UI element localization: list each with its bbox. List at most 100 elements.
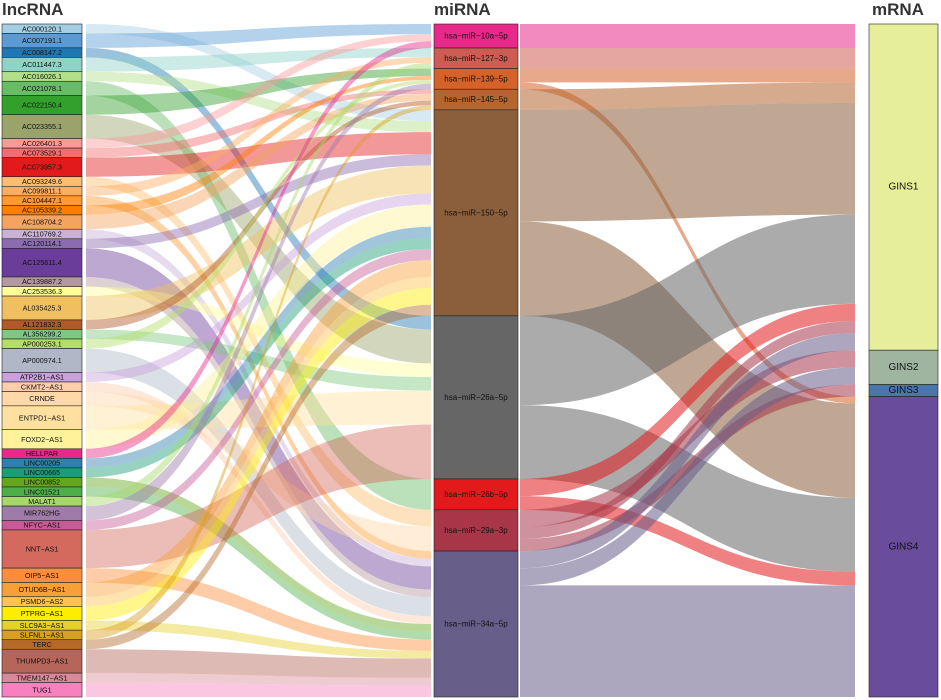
link-ac093249-6-to-hsa-mir-29a-3p	[86, 176, 431, 527]
link-nnt-as1-to-hsa-mir-26a-5p	[86, 424, 431, 569]
mirna-node-bar	[433, 550, 519, 698]
lncrna-node-label: AC011447.3	[22, 60, 61, 69]
lncrna-node-al035425-3: AL035425.3	[1, 295, 83, 321]
lncrna-node-ac007191-1: AC007191.1	[1, 33, 83, 49]
mirna-header: miRNA	[434, 0, 491, 19]
lncrna-node-ac120114-1: AC120114.1	[1, 238, 83, 249]
lncrna-node-ac108704-2: AC108704.2	[1, 214, 83, 230]
lncrna-node-ac073957-3: AC073957.3	[1, 157, 83, 178]
lncrna-node-ac022150-4: AC022150.4	[1, 95, 83, 115]
lncrna-node-label: NFYC−AS1	[23, 521, 60, 530]
mirna-node-bar	[433, 509, 519, 552]
lncrna-node-label: AL035425.3	[23, 303, 62, 312]
mirna-node-label: hsa−miR−139−5p	[444, 74, 508, 83]
lncrna-node-label: AL121832.3	[23, 320, 62, 329]
link-ac120114-1-to-hsa-mir-150-5p	[86, 154, 431, 249]
link-thumpd3-as1-to-hsa-mir-34a-5p	[86, 649, 431, 678]
lncrna-node-mir762hg: MIR762HG	[1, 505, 83, 521]
mrna-node-label: GINS3	[888, 385, 918, 396]
link-linc00205-to-hsa-mir-150-5p	[86, 226, 431, 468]
link-hellpar-to-hsa-mir-10a-5p	[86, 41, 431, 459]
link-hsa-mir-34a-5p-to-gins4	[520, 585, 855, 697]
lncrna-node-label: PSMD6−AS2	[21, 597, 64, 606]
lncrna-node-label: AC120114.1	[22, 239, 61, 248]
link-hsa-mir-139-5p-to-gins4	[520, 82, 855, 404]
link-psmd6-as2-to-hsa-mir-150-5p	[86, 276, 431, 607]
lncrna-node-oip5-as1: OIP5−AS1	[1, 567, 83, 583]
link-ac253536-3-to-hsa-mir-26a-5p	[86, 286, 431, 378]
lncrna-node-label: AC073957.3	[22, 163, 62, 172]
link-hsa-mir-150-5p-to-gins1	[520, 102, 855, 222]
mirna-node-label: hsa−miR−10a−5p	[444, 32, 508, 41]
mirna-node-hsa-mir-26a-5p: hsa−miR−26a−5p	[433, 315, 519, 480]
link-hsa-mir-127-3p-to-gins1	[520, 48, 855, 69]
link-ac104447-1-to-hsa-mir-34a-5p	[86, 195, 431, 559]
lncrna-node-label: AC099811.1	[22, 187, 61, 196]
lncrna-node-label: MIR762HG	[24, 509, 60, 518]
link-nfyc-as1-to-hsa-mir-150-5p	[86, 249, 431, 530]
lncrna-node-label: AC016026.1	[22, 72, 62, 81]
mirna-node-label: hsa−miR−26b−5p	[444, 490, 508, 499]
link-hsa-mir-10a-5p-to-gins1	[520, 24, 855, 49]
lncrna-node-label: AL356299.2	[23, 330, 62, 339]
mirna-node-label: hsa−miR−145−5p	[444, 95, 508, 104]
lncrna-node-malat1: MALAT1	[1, 496, 83, 507]
lncrna-node-terc: TERC	[1, 639, 83, 650]
lncrna-node-ap000253-1: AP000253.1	[1, 338, 83, 349]
lncrna-node-label: PTPRG−AS1	[21, 609, 64, 618]
lncrna-node-ac093249-6: AC093249.6	[1, 176, 83, 187]
lncrna-node-label: AC000120.1	[22, 24, 62, 33]
link-hsa-mir-34a-5p-to-gins1	[520, 333, 855, 569]
link-ac110769-2-to-hsa-mir-34a-5p	[86, 229, 431, 567]
link-ac023355-1-to-hsa-mir-26a-5p	[86, 114, 431, 364]
lncrna-mirna-links	[86, 24, 431, 697]
link-ap000974-1-to-hsa-mir-34a-5p	[86, 348, 431, 617]
lncrna-node-al121832-3: AL121832.3	[1, 319, 83, 330]
link-ptprg-as1-to-hsa-mir-150-5p	[86, 288, 431, 621]
link-foxd2-as1-to-hsa-mir-150-5p	[86, 204, 431, 449]
mrna-node-bar	[868, 396, 939, 698]
lncrna-node-linc00852: LINC00852	[1, 477, 83, 488]
lncrna-node-ap000974-1: AP000974.1	[1, 348, 83, 373]
lncrna-node-hellpar: HELLPAR	[1, 448, 83, 459]
lncrna-node-label: AC110769.2	[22, 230, 61, 239]
lncrna-node-ptprg-as1: PTPRG−AS1	[1, 606, 83, 621]
link-hsa-mir-26a-5p-to-gins1	[520, 214, 855, 406]
mirna-node-hsa-mir-10a-5p: hsa−miR−10a−5p	[433, 23, 519, 49]
link-malat1-to-hsa-mir-127-3p	[86, 62, 431, 507]
link-al356299-2-to-hsa-mir-26a-5p	[86, 329, 431, 391]
lncrna-node-al356299-2: AL356299.2	[1, 329, 83, 340]
mirna-node-label: hsa−miR−26a−5p	[444, 393, 508, 402]
lncrna-node-ac253536-3: AC253536.3	[1, 286, 83, 297]
lncrna-node-label: NNT−AS1	[26, 545, 59, 554]
link-entpd1-as1-to-hsa-mir-26a-5p	[86, 390, 431, 430]
link-ac021078-1-to-hsa-mir-26b-5p	[86, 81, 431, 510]
link-atp2b1-as1-to-hsa-mir-150-5p	[86, 193, 431, 382]
lncrna-node-label: AC105339.2	[22, 206, 62, 215]
mirna-node-bar	[433, 23, 519, 49]
lncrna-node-ac125611-4: AC125611.4	[1, 248, 83, 278]
lncrna-node-label: LINC00205	[24, 459, 60, 468]
node-columns: AC000120.1 AC007191.1 AC008147.2 AC011447.3…	[1, 23, 939, 698]
link-hsa-mir-29a-3p-to-gins1	[520, 321, 855, 540]
lncrna-node-linc00665: LINC00665	[1, 467, 83, 478]
link-crnde-to-hsa-mir-29a-3p	[86, 391, 431, 552]
link-ac108704-2-to-hsa-mir-145-5p	[86, 93, 431, 230]
lncrna-node-label: SLC9A3−AS1	[20, 621, 65, 630]
mrna-header: mRNA	[872, 0, 924, 19]
lncrna-node-nfyc-as1: NFYC−AS1	[1, 520, 83, 531]
link-hsa-mir-26b-5p-to-gins1	[520, 303, 855, 497]
lncrna-node-label: ENTPD1−AS1	[19, 413, 65, 422]
lncrna-node-label: AC022150.4	[22, 101, 62, 110]
lncrna-node-otud6b-as1: OTUD6B−AS1	[1, 582, 83, 598]
lncrna-node-label: AC139887.2	[22, 277, 62, 286]
lncrna-node-tug1: TUG1	[1, 682, 83, 698]
link-slc9a3-as1-to-hsa-mir-34a-5p	[86, 620, 431, 659]
mirna-node-hsa-mir-139-5p: hsa−miR−139−5p	[433, 68, 519, 90]
link-ac099811-1-to-hsa-mir-127-3p	[86, 56, 431, 196]
link-hsa-mir-29a-3p-to-gins2	[520, 350, 855, 528]
lncrna-node-slfnl1-as1: SLFNL1−AS1	[1, 629, 83, 641]
link-ac022150-4-to-hsa-mir-139-5p	[86, 68, 431, 115]
mirna-node-label: hsa−miR−29a−3p	[444, 526, 508, 535]
